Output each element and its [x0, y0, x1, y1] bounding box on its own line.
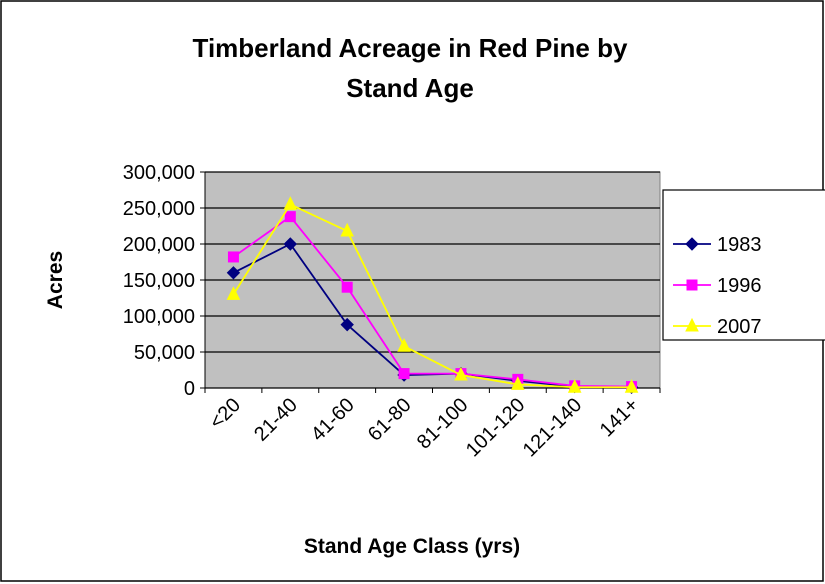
chart-title: Timberland Acreage in Red Pine by Stand …: [192, 33, 628, 103]
legend-label: 1983: [717, 234, 762, 256]
legend-box: [662, 189, 825, 341]
y-tick-label: 150,000: [123, 270, 195, 292]
y-tick-label: 100,000: [123, 306, 195, 328]
y-tick-label: 50,000: [134, 342, 195, 364]
y-tick-label: 0: [184, 378, 195, 400]
series-line: [232, 215, 632, 388]
marker: [398, 368, 410, 380]
marker: [340, 317, 354, 332]
marker: [284, 211, 296, 223]
x-axis-label: Stand Age Class (yrs): [304, 535, 520, 558]
marker: [511, 376, 525, 390]
marker: [226, 286, 241, 300]
legend-marker: [685, 237, 699, 251]
legend-marker: [686, 279, 698, 291]
marker: [341, 281, 353, 293]
marker: [567, 379, 582, 393]
y-tick-label: 300,000: [123, 162, 195, 184]
marker: [454, 366, 468, 381]
legend-marker: [685, 317, 699, 332]
marker: [227, 251, 239, 263]
marker: [283, 237, 298, 251]
marker: [283, 196, 298, 210]
legend-label: 2007: [717, 316, 762, 338]
y-tick-label: 250,000: [123, 198, 195, 220]
marker: [397, 338, 411, 352]
y-tick-label: 200,000: [123, 234, 195, 256]
marker: [340, 222, 354, 237]
y-axis-label: Acres: [44, 251, 67, 309]
marker: [624, 379, 639, 393]
marker: [226, 266, 241, 280]
legend-label: 1996: [717, 275, 762, 297]
series-line: [232, 203, 632, 389]
